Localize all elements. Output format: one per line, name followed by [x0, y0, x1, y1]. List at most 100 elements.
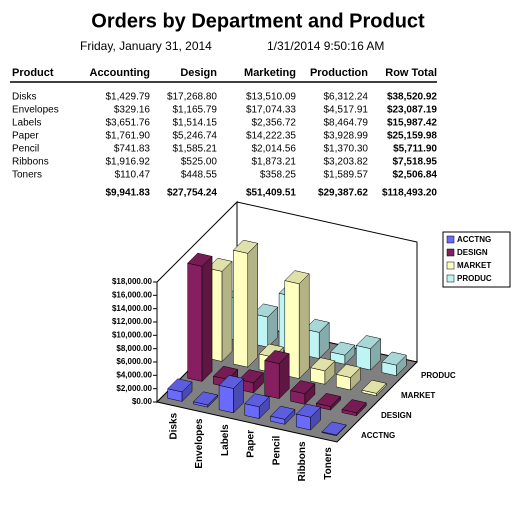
- bar-top: [361, 379, 387, 394]
- x-tick-label: Toners: [323, 447, 334, 480]
- bar: [330, 341, 356, 365]
- table-cell: Toners: [12, 170, 42, 181]
- bar: [244, 393, 270, 420]
- table-cell: $13,510.09: [246, 92, 296, 103]
- table-cell: $1,429.79: [106, 92, 151, 103]
- bar-top: [192, 391, 219, 406]
- column-header: Marketing: [244, 67, 296, 79]
- table-cell: $741.83: [114, 144, 151, 155]
- legend-label: PRODUC: [457, 274, 492, 283]
- table-cell: $358.25: [260, 170, 297, 181]
- table-cell: $17,074.33: [246, 105, 296, 116]
- bar: [335, 364, 362, 391]
- column-header: Row Total: [385, 67, 437, 79]
- y-tick-label: $4,000.00: [116, 370, 152, 379]
- bar-top: [187, 252, 213, 267]
- bar-top: [232, 239, 259, 254]
- bar: [232, 239, 259, 368]
- bar-side: [247, 242, 259, 368]
- bar-top: [330, 341, 356, 356]
- bar-top: [310, 357, 336, 372]
- bar: [321, 421, 347, 437]
- legend-label: DESIGN: [457, 248, 488, 257]
- legend-swatch: [446, 274, 455, 283]
- table-cell: $7,518.95: [393, 157, 438, 168]
- bar-front: [218, 385, 234, 414]
- table-cell: $3,203.82: [324, 157, 369, 168]
- x-tick-label: Pencil: [271, 436, 282, 466]
- table-cell: $1,916.92: [106, 157, 151, 168]
- bar-top: [207, 257, 233, 272]
- bar: [192, 391, 219, 408]
- table-cell: Paper: [12, 131, 39, 142]
- table-cell: $1,514.15: [173, 118, 218, 129]
- bar-top: [295, 403, 322, 418]
- report-title: Orders by Department and Product: [91, 10, 425, 32]
- bar-top: [304, 318, 330, 333]
- bar-side: [298, 273, 310, 380]
- bar-side: [221, 260, 233, 363]
- y-tick-label: $2,000.00: [116, 384, 152, 393]
- table-cell: Envelopes: [12, 105, 59, 116]
- table-cell: $3,651.76: [106, 118, 151, 129]
- table-cell: $25,159.98: [387, 131, 437, 142]
- bar-top: [270, 405, 296, 420]
- table-cell: $110.47: [115, 170, 151, 181]
- total-cell: $51,409.51: [246, 188, 296, 199]
- bar-top: [315, 393, 342, 407]
- bar: [315, 393, 342, 411]
- table-cell: $5,711.90: [393, 144, 437, 155]
- table-cell: $1,165.79: [173, 105, 218, 116]
- bar-top: [167, 378, 193, 393]
- legend-swatch: [446, 248, 455, 257]
- column-header: Production: [310, 67, 368, 79]
- bar-top: [381, 351, 407, 366]
- y-tick-label: $14,000.00: [112, 304, 153, 313]
- bar: [361, 379, 387, 397]
- depth-label: MARKET: [401, 391, 435, 400]
- bar-top: [355, 335, 382, 349]
- table-cell: $23,087.19: [387, 105, 437, 116]
- bar: [270, 405, 296, 425]
- bar-top: [244, 393, 270, 408]
- table-cell: Labels: [12, 118, 41, 129]
- x-tick-label: Labels: [220, 424, 231, 456]
- bar-top: [218, 375, 244, 389]
- table-cell: $14,222.35: [246, 131, 296, 142]
- bar-top: [264, 350, 290, 364]
- table-cell: $1,589.57: [324, 170, 369, 181]
- table-cell: $2,506.84: [393, 170, 438, 181]
- table-cell: Disks: [12, 92, 36, 103]
- depth-label: DESIGN: [381, 411, 412, 420]
- bar-side: [201, 255, 213, 383]
- y-tick-label: $10,000.00: [112, 330, 153, 339]
- total-cell: $27,754.24: [167, 188, 217, 199]
- bar: [290, 380, 316, 405]
- bar-top: [212, 365, 239, 380]
- y-tick-label: $8,000.00: [116, 344, 152, 353]
- x-tick-label: Paper: [246, 430, 257, 458]
- table-cell: $6,312.24: [324, 92, 369, 103]
- y-tick-label: $0.00: [132, 397, 153, 406]
- column-header: Product: [12, 67, 54, 79]
- table-cell: $4,517.91: [324, 105, 369, 116]
- legend-swatch: [446, 261, 455, 270]
- table-cell: $5,246.74: [173, 131, 218, 142]
- legend-label: ACCTNG: [457, 235, 491, 244]
- table-cell: $448.55: [181, 170, 218, 181]
- table-cell: $329.16: [114, 105, 151, 116]
- table-cell: $2,356.72: [252, 118, 297, 129]
- bar: [355, 335, 382, 371]
- y-tick-label: $16,000.00: [112, 290, 153, 299]
- table-cell: Ribbons: [12, 157, 49, 168]
- table-cell: $8,464.79: [324, 118, 369, 129]
- bar: [187, 252, 213, 383]
- y-tick-label: $6,000.00: [116, 357, 152, 366]
- bar-top: [335, 364, 362, 378]
- legend-swatch: [446, 235, 455, 244]
- report-timestamp: 1/31/2014 9:50:16 AM: [267, 39, 384, 53]
- bar: [295, 403, 322, 431]
- bar-top: [238, 369, 264, 384]
- table-cell: $17,268.80: [167, 92, 217, 103]
